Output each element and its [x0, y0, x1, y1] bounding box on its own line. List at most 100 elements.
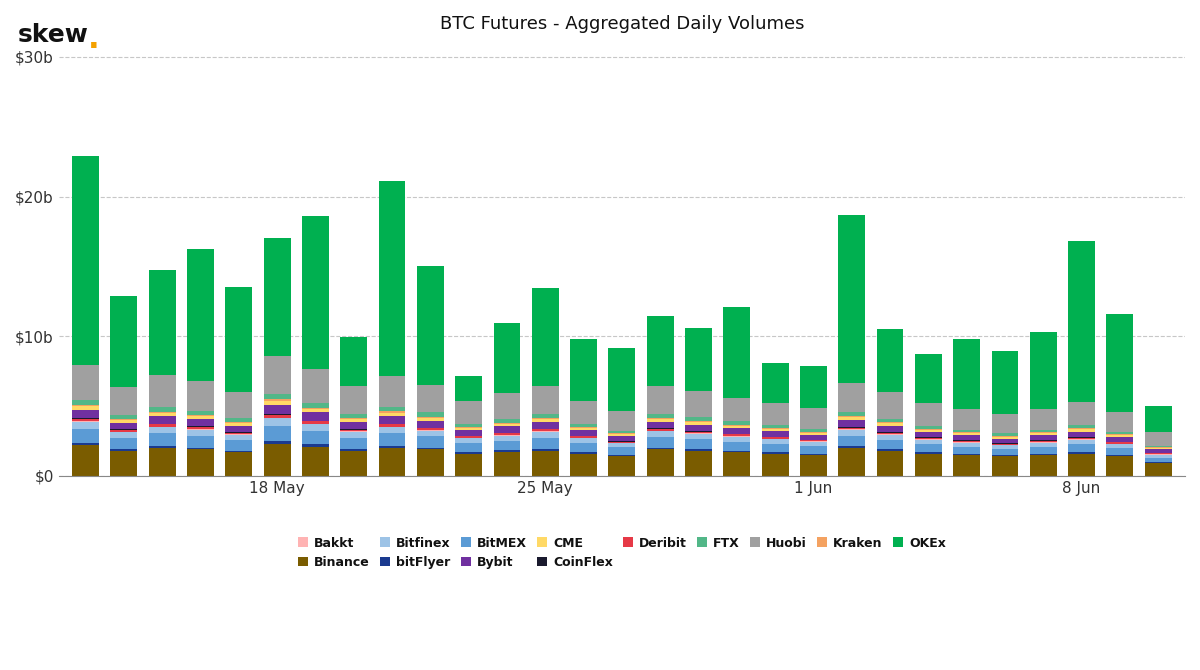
Bar — [1030, 433, 1057, 436]
Bar — [1106, 442, 1133, 444]
Bar — [264, 444, 290, 476]
Bar — [800, 446, 827, 454]
Bar — [532, 414, 559, 418]
Bar — [1068, 425, 1094, 428]
Bar — [1030, 447, 1057, 454]
Bar — [724, 428, 750, 434]
Bar — [1068, 401, 1094, 425]
Bar — [149, 424, 175, 427]
Bar — [149, 375, 175, 407]
Bar — [226, 422, 252, 423]
Bar — [226, 451, 252, 452]
Bar — [608, 456, 635, 476]
Bar — [800, 455, 827, 476]
Bar — [72, 418, 98, 419]
Bar — [226, 433, 252, 434]
Bar — [264, 394, 290, 399]
Bar — [110, 432, 137, 438]
Bar — [1068, 431, 1094, 437]
Bar — [1068, 428, 1094, 429]
Bar — [1068, 438, 1094, 440]
Bar — [416, 448, 444, 450]
Bar — [800, 429, 827, 431]
Bar — [1145, 448, 1171, 450]
Bar — [685, 431, 712, 433]
Bar — [647, 316, 673, 386]
Bar — [877, 392, 904, 419]
Bar — [800, 366, 827, 408]
Bar — [1030, 429, 1057, 432]
Bar — [264, 426, 290, 442]
Bar — [1106, 434, 1133, 435]
Bar — [416, 266, 444, 385]
Bar — [341, 419, 367, 422]
Bar — [953, 455, 980, 476]
Bar — [685, 417, 712, 421]
Bar — [1106, 437, 1133, 442]
Bar — [991, 414, 1019, 433]
Bar — [800, 440, 827, 442]
Bar — [226, 435, 252, 440]
Bar — [647, 437, 673, 448]
Bar — [570, 427, 596, 428]
Bar — [800, 435, 827, 440]
Bar — [493, 323, 521, 393]
Bar — [455, 436, 482, 438]
Bar — [302, 444, 329, 447]
Bar — [72, 155, 98, 365]
Bar — [110, 423, 137, 429]
Bar — [608, 455, 635, 456]
Bar — [839, 412, 865, 416]
Bar — [341, 418, 367, 419]
Bar — [953, 442, 980, 447]
Bar — [187, 436, 214, 448]
Bar — [341, 414, 367, 418]
Bar — [724, 434, 750, 436]
Bar — [226, 425, 252, 432]
Bar — [72, 410, 98, 418]
Bar — [914, 452, 942, 454]
Bar — [1145, 458, 1171, 462]
Bar — [379, 407, 406, 411]
Legend: Bakkt, Binance, Bitfinex, bitFlyer, BitMEX, Bybit, CME, CoinFlex, Deribit, FTX, : Bakkt, Binance, Bitfinex, bitFlyer, BitM… — [295, 534, 948, 572]
Bar — [877, 433, 904, 434]
Bar — [570, 428, 596, 430]
Bar — [608, 448, 635, 455]
Bar — [685, 328, 712, 391]
Bar — [110, 296, 137, 387]
Bar — [877, 422, 904, 423]
Bar — [800, 431, 827, 433]
Bar — [455, 430, 482, 436]
Bar — [608, 433, 635, 434]
Bar — [302, 407, 329, 409]
Bar — [914, 454, 942, 476]
Bar — [877, 423, 904, 425]
Bar — [914, 425, 942, 429]
Bar — [341, 422, 367, 429]
Bar — [455, 428, 482, 430]
Bar — [187, 416, 214, 419]
Bar — [226, 419, 252, 422]
Bar — [685, 391, 712, 417]
Bar — [991, 444, 1019, 445]
Bar — [991, 449, 1019, 455]
Bar — [187, 427, 214, 429]
Bar — [1106, 435, 1133, 437]
Bar — [914, 444, 942, 452]
Bar — [800, 442, 827, 446]
Bar — [1145, 455, 1171, 458]
Bar — [914, 403, 942, 425]
Bar — [379, 433, 406, 446]
Bar — [685, 425, 712, 431]
Bar — [72, 405, 98, 406]
Bar — [302, 425, 329, 431]
Bar — [532, 429, 559, 431]
Bar — [72, 443, 98, 445]
Bar — [877, 425, 904, 432]
Bar — [72, 406, 98, 410]
Bar — [608, 434, 635, 436]
Bar — [264, 401, 290, 405]
Bar — [455, 377, 482, 401]
Bar — [1145, 462, 1171, 464]
Bar — [685, 440, 712, 449]
